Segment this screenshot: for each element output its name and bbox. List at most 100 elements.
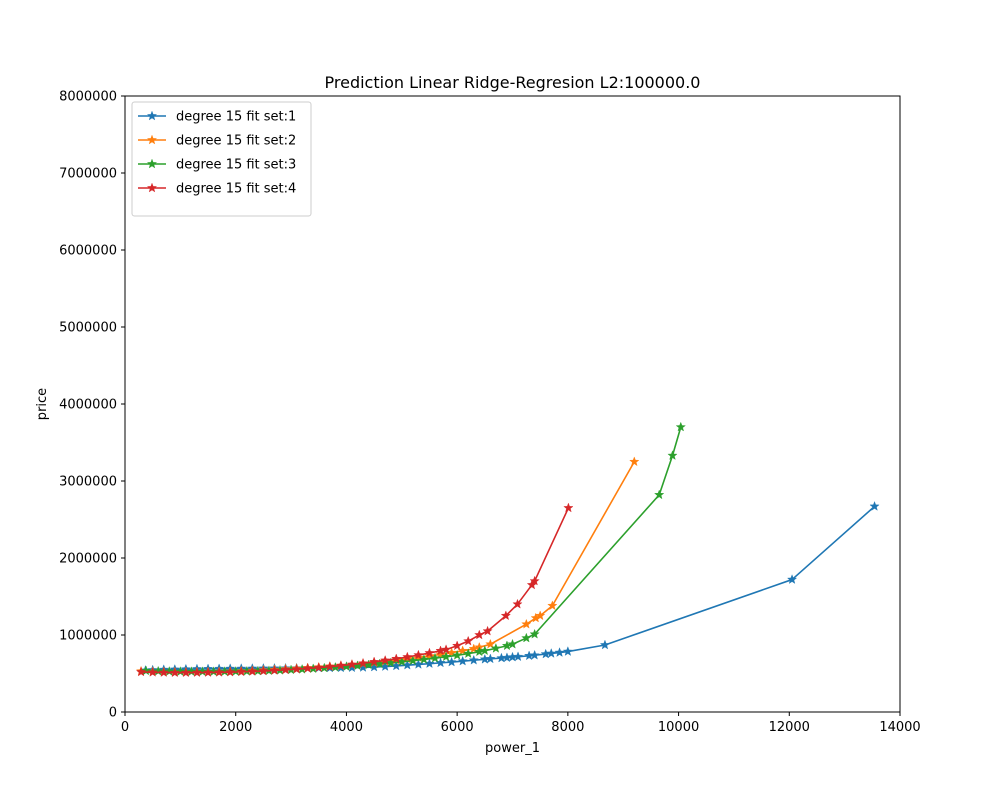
- y-tick-label: 5000000: [59, 321, 117, 336]
- data-point: [440, 644, 452, 654]
- data-point: [463, 648, 474, 658]
- x-tick-label: 4000: [330, 720, 363, 735]
- data-point: [236, 666, 247, 677]
- legend-item: degree 15 fit set:3: [138, 158, 296, 173]
- data-point: [169, 667, 180, 678]
- data-point: [219, 666, 230, 676]
- data-point: [521, 632, 532, 643]
- data-point: [479, 645, 490, 656]
- y-tick-label: 2000000: [59, 552, 117, 567]
- y-tick-label: 3000000: [59, 475, 117, 490]
- data-point: [186, 666, 197, 677]
- data-point: [457, 655, 468, 666]
- legend-marker: [146, 110, 158, 121]
- data-point: [529, 649, 540, 660]
- legend-marker: [146, 134, 158, 145]
- legend-marker: [146, 158, 158, 169]
- data-point: [391, 653, 402, 664]
- data-point: [202, 667, 214, 677]
- data-point: [191, 667, 203, 678]
- data-point: [654, 489, 665, 500]
- data-point: [468, 654, 479, 665]
- data-point: [529, 575, 540, 586]
- legend-item: degree 15 fit set:1: [138, 110, 296, 125]
- x-tick-label: 12000: [769, 720, 810, 735]
- chart-title: Prediction Linear Ridge-Regresion L2:100…: [325, 73, 701, 92]
- y-axis-label: price: [35, 388, 50, 420]
- data-point: [547, 600, 558, 611]
- data-point: [452, 649, 463, 660]
- data-point: [413, 649, 424, 660]
- y-tick-label: 7000000: [59, 167, 117, 182]
- legend-item: degree 15 fit set:2: [138, 134, 296, 149]
- data-point: [313, 662, 324, 672]
- data-point: [500, 610, 511, 621]
- data-point: [786, 574, 798, 584]
- data-point: [474, 629, 485, 640]
- data-point: [424, 647, 435, 658]
- data-point: [535, 610, 546, 621]
- data-point: [346, 659, 358, 669]
- data-point: [629, 456, 640, 467]
- y-tick-label: 4000000: [59, 398, 117, 413]
- legend: degree 15 fit set:1 degree 15 fit set:2 de…: [131, 101, 312, 217]
- legend-marker: [146, 182, 158, 193]
- data-point: [485, 653, 496, 664]
- data-point: [529, 628, 540, 639]
- x-tick-label: 14000: [879, 720, 920, 735]
- data-point: [280, 664, 291, 675]
- data-point: [485, 638, 496, 649]
- data-point: [512, 651, 524, 662]
- axis-ticks: 0 2000 4000 6000 8000 10000 12000 14000 0 1000000…: [59, 90, 921, 736]
- data-point: [291, 663, 302, 674]
- x-tick-label: 0: [121, 720, 129, 735]
- data-point: [546, 648, 557, 658]
- data-point: [512, 598, 523, 609]
- data-point: [180, 667, 192, 678]
- data-point: [158, 667, 169, 677]
- series-4: [135, 502, 574, 678]
- data-point: [490, 643, 502, 653]
- y-tick-label: 8000000: [59, 90, 117, 105]
- data-point: [230, 666, 241, 676]
- data-point: [440, 651, 452, 662]
- data-point: [402, 651, 413, 662]
- y-tick-label: 0: [109, 706, 117, 721]
- legend-box: [131, 101, 312, 217]
- legend-label: degree 15 fit set:3: [176, 158, 296, 173]
- data-point: [554, 647, 565, 657]
- data-point: [324, 661, 335, 671]
- legend-label: degree 15 fit set:2: [176, 134, 296, 149]
- data-point: [869, 501, 880, 511]
- data-point: [562, 646, 573, 656]
- data-point: [507, 638, 518, 649]
- series-layer: [135, 421, 880, 678]
- data-point: [175, 666, 186, 676]
- data-point: [208, 666, 219, 677]
- legend-item: degree 15 fit set:4: [138, 182, 296, 197]
- data-point: [675, 421, 686, 432]
- data-point: [563, 502, 574, 513]
- data-point: [213, 667, 225, 677]
- legend-label: degree 15 fit set:4: [176, 182, 296, 197]
- data-point: [135, 666, 147, 677]
- data-point: [258, 665, 269, 676]
- data-point: [269, 665, 280, 675]
- data-point: [302, 663, 313, 673]
- legend-label: degree 15 fit set:1: [176, 110, 296, 125]
- data-point: [599, 639, 611, 650]
- x-tick-label: 8000: [551, 720, 584, 735]
- data-point: [147, 666, 158, 677]
- x-tick-label: 2000: [219, 720, 252, 735]
- data-point: [247, 666, 258, 676]
- data-point: [521, 618, 532, 629]
- data-point: [197, 666, 208, 677]
- data-point: [463, 635, 474, 646]
- data-point: [380, 655, 391, 665]
- x-tick-label: 6000: [441, 720, 474, 735]
- data-point: [452, 640, 463, 651]
- data-point: [335, 660, 347, 670]
- y-tick-label: 6000000: [59, 244, 117, 259]
